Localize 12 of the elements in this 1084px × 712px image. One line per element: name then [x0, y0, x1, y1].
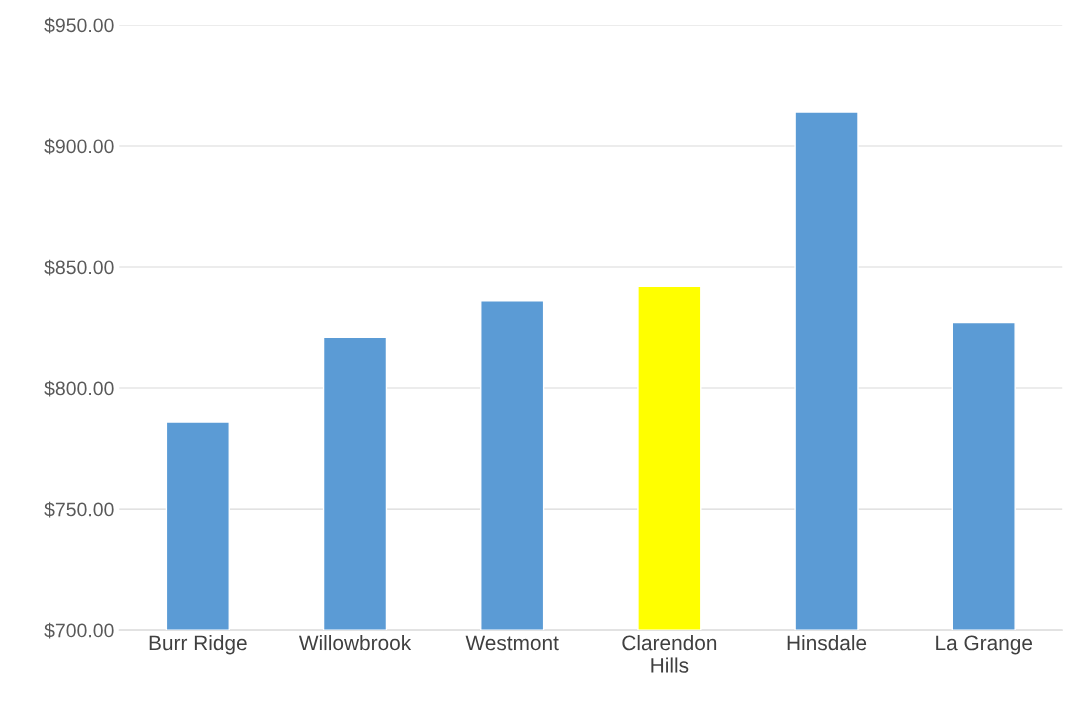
y-tick-label: $950.00 — [44, 17, 114, 34]
x-tick-label: Hinsdale — [787, 634, 867, 651]
x-tick-label: Westmont — [465, 635, 559, 651]
x-tick-label: Willowbrook — [298, 634, 412, 651]
x-tick-label: Clarendon Hills — [622, 634, 717, 673]
y-tick-label: $900.00 — [44, 138, 114, 155]
y-tick-label: $800.00 — [44, 380, 114, 397]
y-tick-label: $700.00 — [44, 622, 114, 639]
y-tick-label: $750.00 — [44, 501, 114, 518]
x-tick-label: La Grange — [936, 635, 1033, 655]
x-tick-label: Burr Ridge — [149, 634, 247, 655]
y-tick-label: $850.00 — [44, 259, 114, 276]
